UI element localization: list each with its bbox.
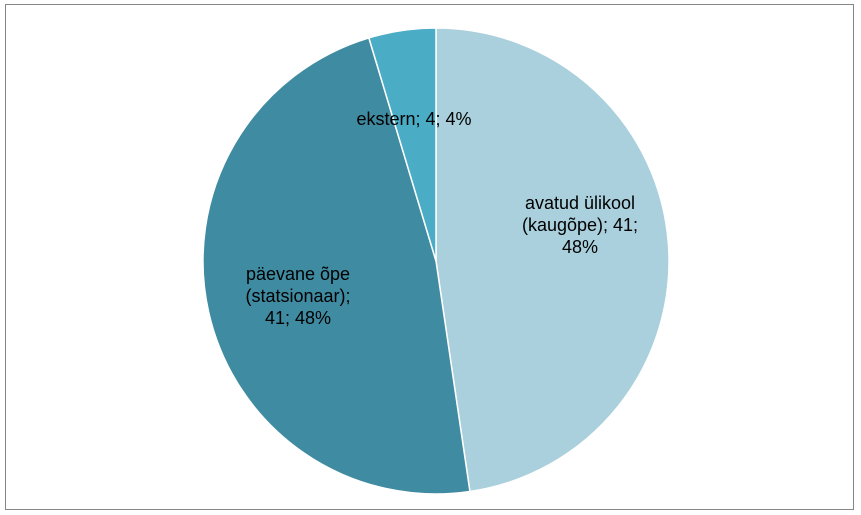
slice-label-line: 41; 48% (265, 308, 331, 328)
pie-labels: avatud ülikool (kaugõpe); 41; 48% päevane õ… (245, 109, 638, 328)
slice-label-1: avatud ülikool (kaugõpe); 41; 48% (522, 193, 638, 257)
slice-label-line: 48% (562, 237, 598, 257)
slice-label-3: ekstern; 4; 4% (356, 109, 471, 129)
slice-label-line: ekstern; 4; 4% (356, 109, 471, 129)
pie-slice-2 (202, 36, 471, 495)
pie-slice-1 (435, 27, 670, 493)
slice-label-line: päevane õpe (246, 264, 350, 284)
slice-label-line: (kaugõpe); 41; (522, 215, 638, 235)
slice-label-line: avatud ülikool (525, 193, 635, 213)
slice-label-2: päevane õpe (statsionaar); 41; 48% (245, 264, 350, 328)
pie-slices (202, 27, 670, 495)
pie-slice-3 (367, 27, 437, 262)
slice-label-line: (statsionaar); (245, 286, 350, 306)
